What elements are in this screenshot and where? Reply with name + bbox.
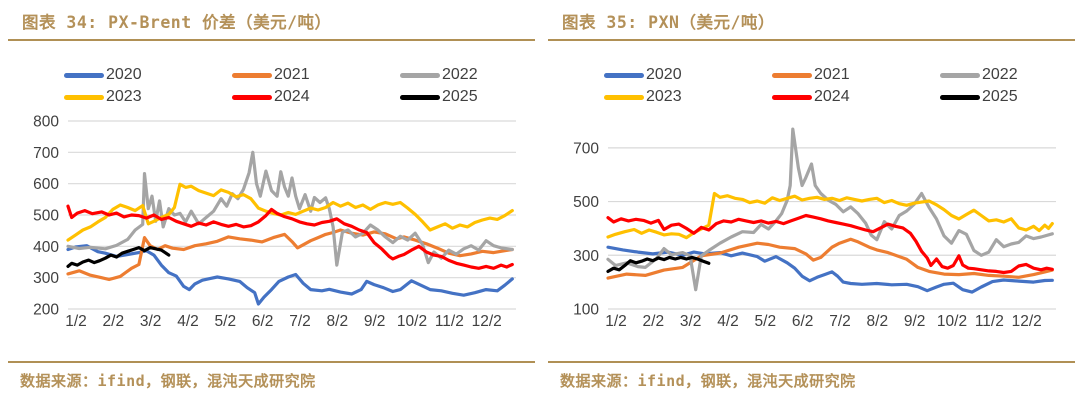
x-tick-label-2/2: 2/2: [103, 313, 125, 330]
x-tick-label-6/2: 6/2: [252, 313, 274, 330]
x-tick-label-11/2: 11/2: [435, 313, 464, 330]
legend-label-2020: 2020: [106, 66, 142, 83]
legend-item-2022: 2022: [400, 64, 568, 86]
legend-swatch-2025: [940, 94, 980, 100]
x-tick-label-10/2: 10/2: [937, 313, 967, 330]
x-tick-label-7/2: 7/2: [829, 313, 851, 330]
y-tick-label-400: 400: [33, 239, 59, 256]
legend-item-2020: 2020: [604, 64, 772, 86]
legend-label-2021: 2021: [814, 66, 850, 83]
x-tick-label-10/2: 10/2: [397, 313, 427, 330]
legend-swatch-2023: [604, 94, 644, 100]
y-tick-label-700: 700: [573, 140, 599, 157]
legend-swatch-2021: [232, 72, 272, 78]
x-tick-label-4/2: 4/2: [177, 313, 199, 330]
legend-label-2024: 2024: [274, 88, 310, 105]
data-source-note: 数据来源：ifind，钢联，混沌天成研究院: [548, 361, 1075, 391]
y-tick-label-700: 700: [33, 145, 59, 162]
legend-swatch-2020: [64, 72, 104, 78]
x-tick-label-2/2: 2/2: [643, 313, 665, 330]
legend-item-2022: 2022: [940, 64, 1080, 86]
chart-title-px-brent: 图表 34: PX-Brent 价差（美元/吨）: [8, 9, 535, 41]
x-tick-label-8/2: 8/2: [867, 313, 889, 330]
y-tick-label-800: 800: [33, 114, 59, 131]
y-tick-label-100: 100: [573, 302, 599, 319]
legend-label-2024: 2024: [814, 88, 850, 105]
chart-line-2025: [66, 246, 171, 268]
legend-px-brent: 2020 2021 2022 2023 2024 2025: [64, 64, 568, 108]
y-tick-label-500: 500: [33, 208, 59, 225]
y-tick-label-300: 300: [33, 270, 59, 287]
legend-item-2020: 2020: [64, 64, 232, 86]
chart-line-2022: [606, 127, 1054, 292]
chart-line-2025: [606, 255, 711, 273]
legend-swatch-2024: [772, 94, 812, 100]
x-tick-label-11/2: 11/2: [975, 313, 1004, 330]
x-tick-label-9/2: 9/2: [904, 313, 926, 330]
legend-item-2023: 2023: [604, 86, 772, 108]
x-tick-label-1/2: 1/2: [65, 313, 87, 330]
legend-item-2021: 2021: [232, 64, 400, 86]
x-tick-label-1/2: 1/2: [605, 313, 627, 330]
legend-label-2023: 2023: [646, 88, 682, 105]
px-brent-line-chart: 200 300 400 500 600 700 800 1/2 2/2 3/2 4/2 5/2 6/2 7…: [33, 114, 516, 330]
data-source-note: 数据来源：ifind，钢联，混沌天成研究院: [8, 361, 535, 391]
legend-item-2024: 2024: [772, 86, 940, 108]
x-tick-label-9/2: 9/2: [364, 313, 386, 330]
y-tick-label-500: 500: [573, 194, 599, 211]
legend-swatch-2024: [232, 94, 272, 100]
x-tick-label-12/2: 12/2: [472, 313, 502, 330]
panel-px-brent: 图表 34: PX-Brent 价差（美元/吨） 2020 2021 2022 …: [8, 9, 535, 391]
legend-label-2022: 2022: [442, 66, 478, 83]
chart-line-2021: [606, 237, 1054, 280]
y-tick-label-200: 200: [33, 302, 59, 319]
legend-swatch-2022: [940, 72, 980, 78]
legend-swatch-2023: [64, 94, 104, 100]
legend-label-2020: 2020: [646, 66, 682, 83]
x-tick-label-4/2: 4/2: [717, 313, 739, 330]
y-tick-label-300: 300: [573, 248, 599, 265]
legend-pxn: 2020 2021 2022 2023 2024 2025: [604, 64, 1080, 108]
chart-line-2022: [66, 150, 514, 267]
pxn-line-chart: 100 300 500 700 1/2 2/2 3/2 4/2 5/2 6/2 7/2 8/2 9/2 1…: [573, 127, 1056, 330]
legend-swatch-2020: [604, 72, 644, 78]
legend-swatch-2022: [400, 72, 440, 78]
panel-pxn: 图表 35: PXN（美元/吨） 2020 2021 2022 2023 202…: [540, 0, 1080, 402]
x-tick-label-5/2: 5/2: [755, 313, 777, 330]
x-tick-label-6/2: 6/2: [792, 313, 814, 330]
legend-label-2025: 2025: [442, 88, 478, 105]
legend-label-2021: 2021: [274, 66, 310, 83]
legend-swatch-2021: [772, 72, 812, 78]
legend-item-2023: 2023: [64, 86, 232, 108]
x-tick-label-12/2: 12/2: [1012, 313, 1042, 330]
legend-label-2023: 2023: [106, 88, 142, 105]
y-tick-label-600: 600: [33, 176, 59, 193]
x-tick-label-8/2: 8/2: [327, 313, 349, 330]
x-tick-label-7/2: 7/2: [289, 313, 311, 330]
legend-item-2024: 2024: [232, 86, 400, 108]
x-tick-label-3/2: 3/2: [140, 313, 162, 330]
legend-item-2025: 2025: [940, 86, 1080, 108]
chart-line-2024: [66, 204, 514, 270]
chart-line-2024: [606, 213, 1054, 275]
legend-swatch-2025: [400, 94, 440, 100]
legend-label-2025: 2025: [982, 88, 1018, 105]
x-tick-label-5/2: 5/2: [215, 313, 237, 330]
chart-line-2023: [66, 182, 514, 242]
chart-line-2021: [66, 228, 514, 282]
legend-item-2021: 2021: [772, 64, 940, 86]
chart-title-pxn: 图表 35: PXN（美元/吨）: [548, 9, 1075, 41]
chart-line-2020: [66, 244, 514, 306]
x-tick-label-3/2: 3/2: [680, 313, 702, 330]
legend-item-2025: 2025: [400, 86, 568, 108]
legend-label-2022: 2022: [982, 66, 1018, 83]
chart-line-2023: [606, 191, 1054, 240]
